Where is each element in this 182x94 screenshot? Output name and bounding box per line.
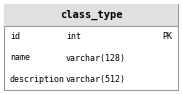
Text: id: id <box>10 32 20 41</box>
Text: varchar(512): varchar(512) <box>66 75 126 84</box>
Text: varchar(128): varchar(128) <box>66 53 126 63</box>
Text: description: description <box>10 75 65 84</box>
Text: name: name <box>10 53 30 63</box>
Text: int: int <box>66 32 81 41</box>
Text: PK: PK <box>162 32 172 41</box>
Text: class_type: class_type <box>60 10 122 20</box>
Bar <box>4 4 178 26</box>
